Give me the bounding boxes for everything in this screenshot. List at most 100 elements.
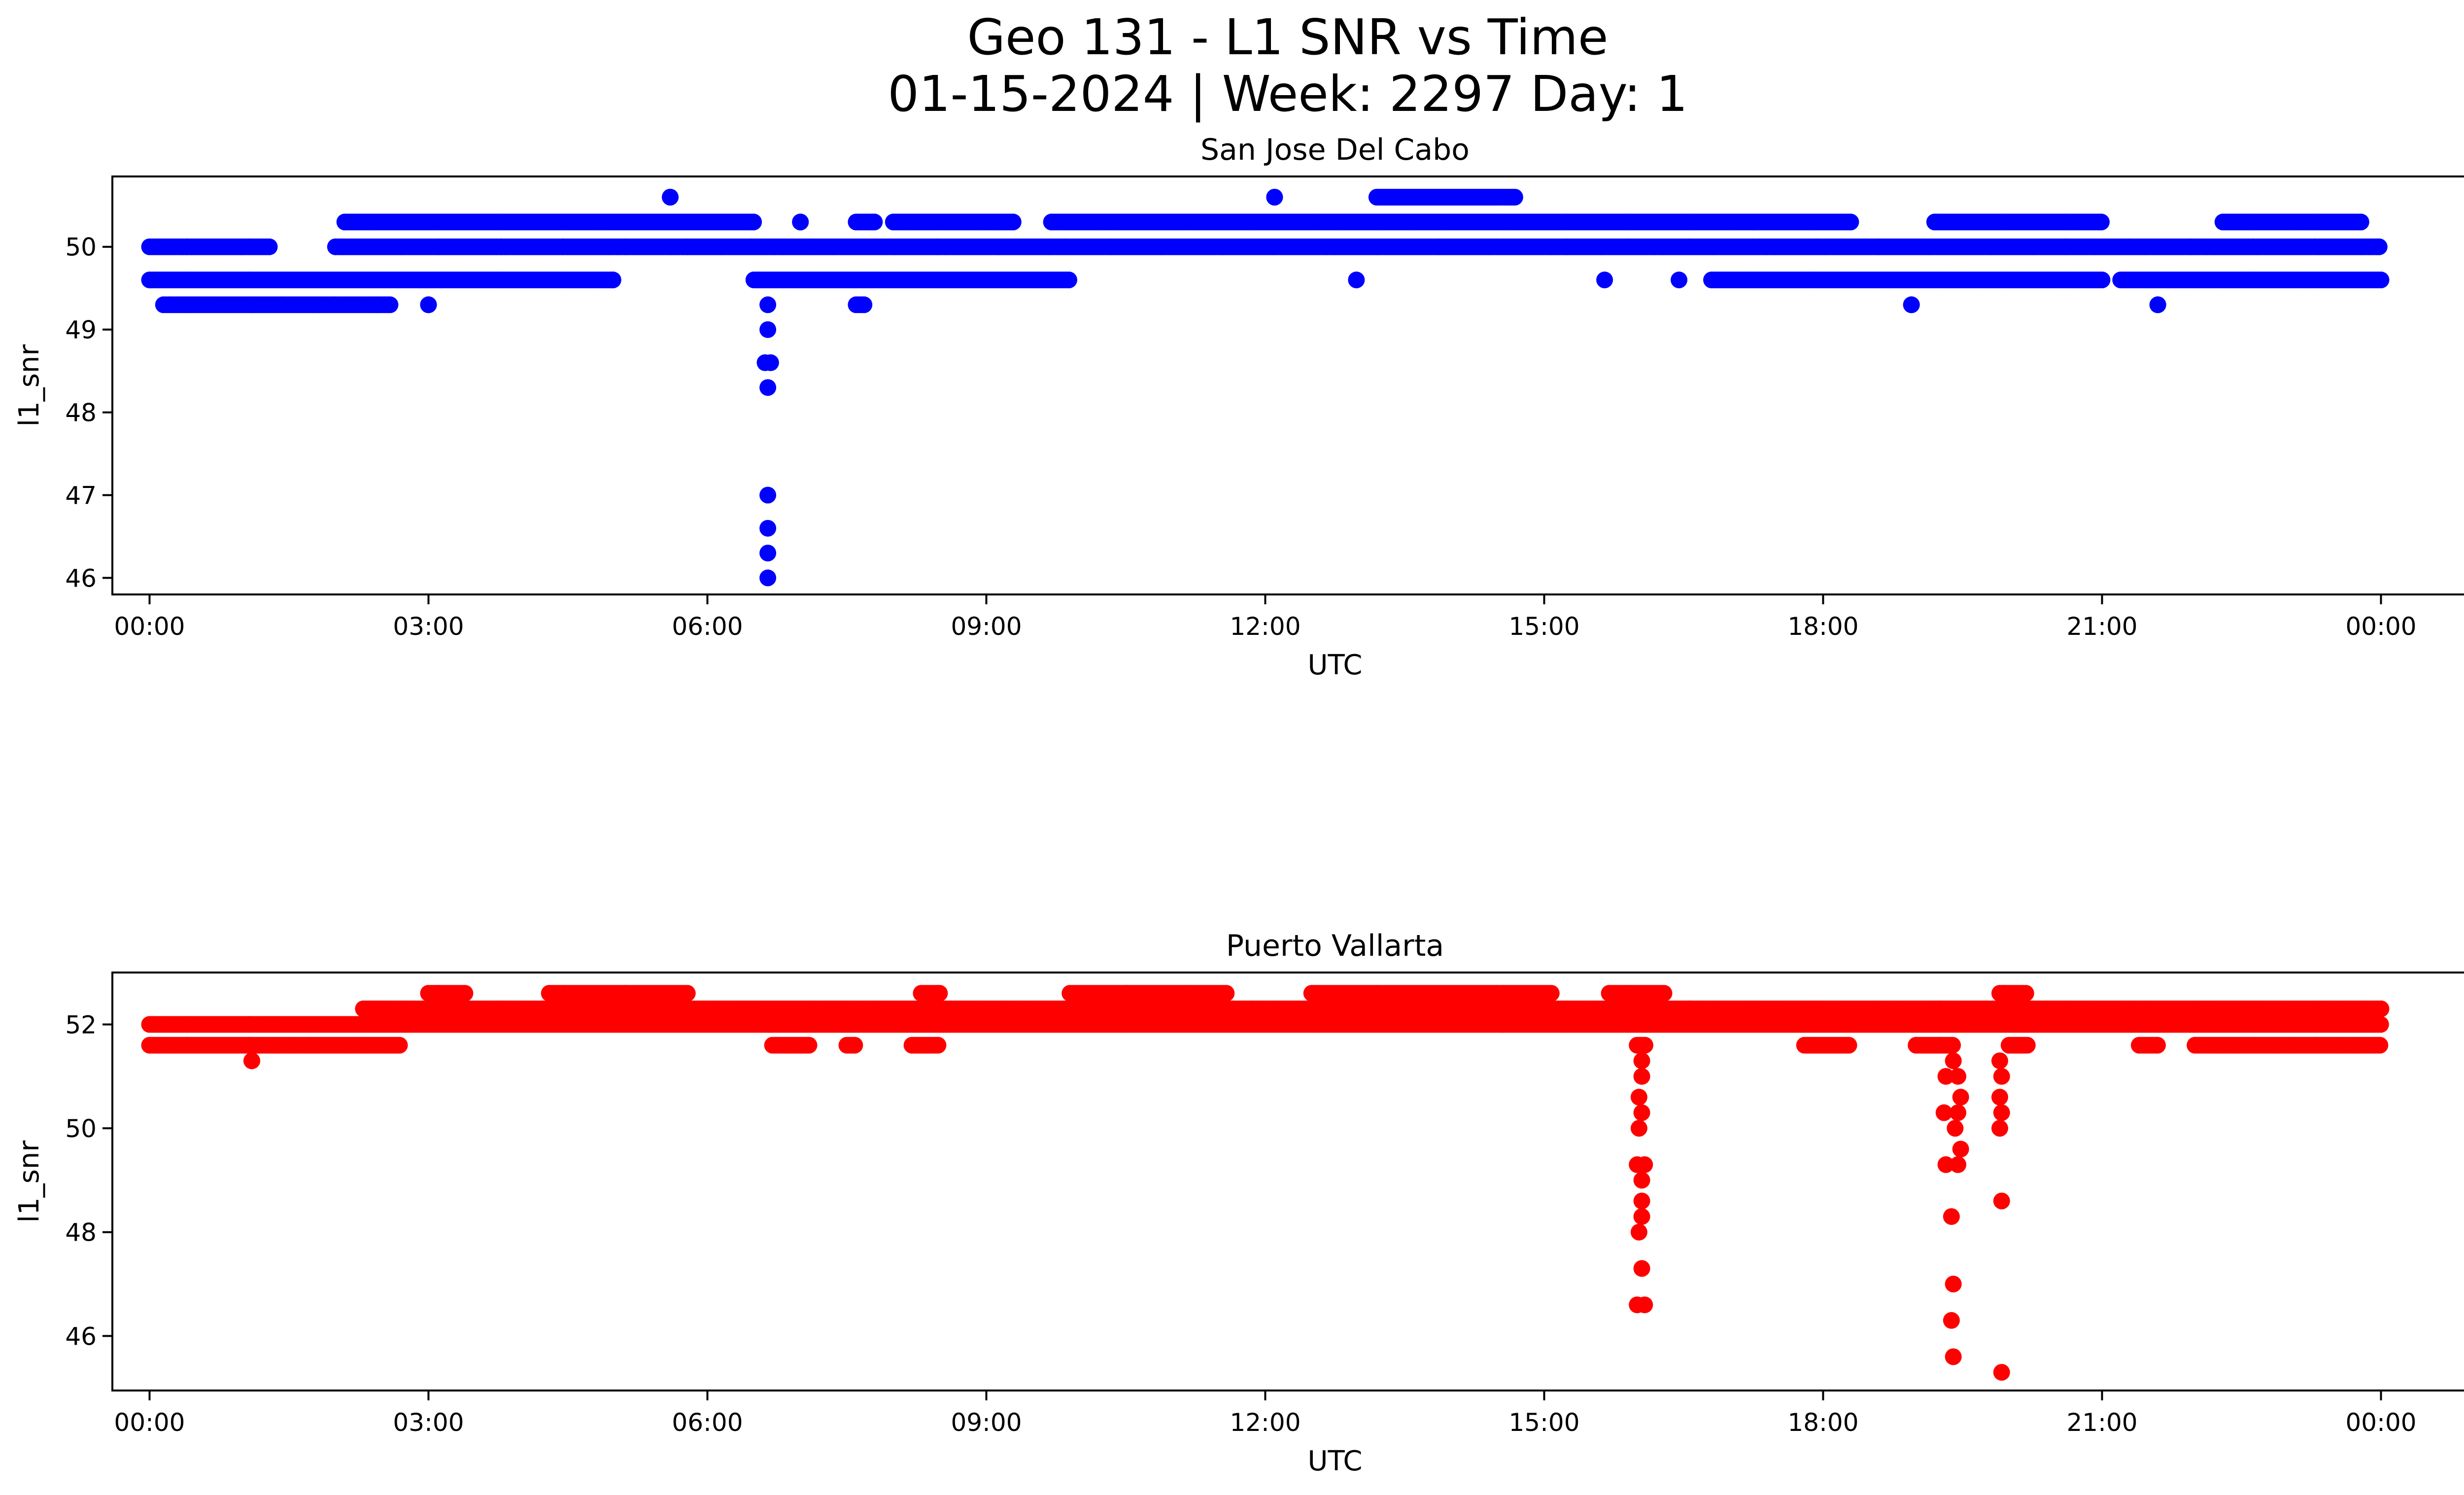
- scatter-point: [1991, 1120, 2008, 1137]
- y-tick-label: 50: [65, 233, 97, 262]
- scatter-point: [1945, 1276, 1962, 1292]
- x-tick-label: 09:00: [951, 1408, 1022, 1437]
- scatter-point: [856, 296, 873, 313]
- scatter-point: [1061, 271, 1077, 288]
- y-tick-label: 50: [65, 1114, 97, 1143]
- scatter-point: [1630, 1120, 1647, 1137]
- x-tick-label: 00:00: [2345, 1408, 2416, 1437]
- scatter-point: [662, 189, 679, 206]
- scatter-point: [2017, 985, 2034, 1002]
- figure-title-line1: Geo 131 - L1 SNR vs Time: [967, 8, 1608, 66]
- scatter-point: [866, 213, 883, 231]
- y-tick-label: 46: [65, 1322, 97, 1351]
- scatter-point: [1943, 1208, 1960, 1225]
- x-tick-label: 15:00: [1508, 612, 1579, 641]
- scatter-point: [1542, 985, 1560, 1002]
- scatter-point: [2093, 271, 2111, 288]
- scatter-point: [1636, 1156, 1653, 1173]
- scatter-point: [1937, 1068, 1954, 1085]
- scatter-point: [1950, 1156, 1967, 1173]
- chart-san-jose-del-cabo: 00:00 03:00 06:00 09:00 12:00 15:00 18:00 21:00…: [13, 133, 2464, 681]
- scatter-point: [1943, 1312, 1960, 1329]
- x-tick-label: 00:00: [114, 612, 185, 641]
- axes-frame: [111, 972, 2464, 1391]
- scatter-point: [420, 296, 437, 313]
- x-tick-label: 12:00: [1230, 1408, 1300, 1437]
- scatter-point: [759, 487, 777, 504]
- y-axis-label: l1_snr: [13, 344, 45, 427]
- scatter-point: [2372, 1016, 2389, 1033]
- x-tick-label: 21:00: [2066, 1408, 2137, 1437]
- x-axis-label: UTC: [1307, 1445, 1362, 1477]
- scatter-point: [759, 569, 777, 587]
- scatter-point: [1655, 985, 1673, 1002]
- scatter-point: [1842, 213, 1859, 231]
- x-tick-label: 12:00: [1230, 612, 1300, 641]
- scatter-point: [604, 271, 621, 288]
- y-tick-label: 48: [65, 1218, 97, 1247]
- scatter-point: [1993, 1068, 2010, 1085]
- x-tick-label: 15:00: [1508, 1408, 1579, 1437]
- scatter-point: [1630, 1223, 1647, 1241]
- scatter-point: [1947, 1120, 1964, 1137]
- scatter-point: [1944, 1037, 1961, 1054]
- scatter-point: [1993, 1192, 2010, 1210]
- scatter-point: [1993, 1364, 2010, 1381]
- scatter-point: [1506, 189, 1523, 206]
- scatter-point: [456, 985, 474, 1002]
- axes-frame: [111, 175, 2464, 595]
- scatter-point: [745, 213, 762, 231]
- scatter-point: [1950, 1068, 1967, 1085]
- scatter-point: [931, 985, 948, 1002]
- scatter-point: [1596, 271, 1613, 288]
- x-tick-label: 18:00: [1787, 1408, 1858, 1437]
- scatter-point: [1952, 1088, 1969, 1106]
- figure-title-line2: 01-15-2024 | Week: 2297 Day: 1: [888, 65, 1687, 123]
- x-tick-label: 06:00: [672, 612, 743, 641]
- scatter-point: [1633, 1172, 1650, 1189]
- scatter-point: [1004, 213, 1022, 231]
- scatter-point: [1840, 1037, 1857, 1054]
- scatter-point: [679, 985, 696, 1002]
- scatter-point: [1266, 189, 1283, 206]
- x-axis-label: UTC: [1307, 649, 1362, 681]
- scatter-points: [141, 189, 2390, 587]
- scatter-point: [1935, 1104, 1952, 1121]
- scatter-point: [1991, 1088, 2008, 1106]
- y-tick-label: 48: [65, 399, 97, 427]
- scatter-point: [1945, 1348, 1962, 1365]
- scatter-point: [1633, 1192, 1650, 1210]
- scatter-point: [800, 1037, 818, 1054]
- scatter-point: [381, 296, 399, 313]
- scatter-point: [2093, 213, 2110, 231]
- scatter-point: [1633, 1104, 1650, 1121]
- scatter-point: [243, 1052, 260, 1070]
- chart-puerto-vallarta: 00:00 03:00 06:00 09:00 12:00 15:00 18:00 21:00…: [13, 929, 2464, 1477]
- scatter-point: [1636, 1296, 1653, 1314]
- scatter-point: [1991, 1052, 2008, 1070]
- scatter-point: [1633, 1068, 1650, 1085]
- scatter-point: [2372, 1000, 2390, 1017]
- scatter-point: [792, 213, 809, 231]
- scatter-point: [1348, 271, 1365, 288]
- scatter-point: [1945, 1052, 1962, 1070]
- scatter-point: [2352, 213, 2369, 231]
- x-tick-label: 00:00: [114, 1408, 185, 1437]
- scatter-point: [759, 545, 777, 561]
- scatter-point: [846, 1037, 863, 1054]
- y-axis-label: l1_snr: [13, 1140, 45, 1223]
- scatter-point: [929, 1037, 947, 1054]
- scatter-point: [2149, 296, 2166, 313]
- scatter-point: [2372, 271, 2390, 288]
- scatter-point: [1952, 1141, 1969, 1158]
- y-tick-label: 46: [65, 564, 97, 592]
- scatter-point: [759, 321, 777, 338]
- scatter-point: [1637, 1037, 1653, 1054]
- scatter-point: [1903, 296, 1920, 313]
- scatter-point: [2370, 238, 2388, 255]
- x-tick-label: 21:00: [2066, 612, 2137, 641]
- scatter-point: [1633, 1260, 1650, 1277]
- x-tick-label: 03:00: [393, 612, 464, 641]
- scatter-point: [2019, 1037, 2036, 1054]
